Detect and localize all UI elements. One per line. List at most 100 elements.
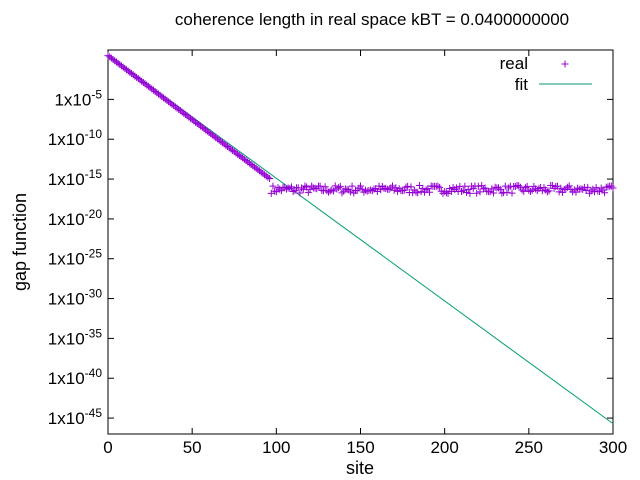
y-tick-label: 1x10-20 <box>48 207 103 229</box>
real-point <box>503 188 511 196</box>
x-tick-label: 150 <box>346 438 374 457</box>
real-point <box>269 182 277 190</box>
real-point <box>542 186 550 194</box>
real-point <box>609 184 617 192</box>
x-axis-label: site <box>346 458 374 478</box>
real-point <box>412 188 420 196</box>
real-point <box>496 185 504 193</box>
real-point <box>426 188 434 196</box>
real-point <box>316 182 324 190</box>
real-point <box>511 183 519 191</box>
real-point <box>476 188 484 196</box>
real-point <box>604 183 612 191</box>
real-point <box>264 173 272 181</box>
real-point <box>287 183 295 191</box>
real-point <box>407 183 415 191</box>
real-point <box>298 184 306 192</box>
real-point <box>328 186 336 194</box>
real-point <box>548 181 556 189</box>
real-point <box>607 182 615 190</box>
real-point <box>442 189 450 197</box>
real-point <box>527 188 535 196</box>
y-tick-label: 1x10-40 <box>48 366 103 388</box>
real-point <box>286 184 294 192</box>
real-point <box>520 187 528 195</box>
x-tick-label: 100 <box>262 438 290 457</box>
real-point <box>346 188 354 196</box>
y-tick-label: 1x10-30 <box>48 287 103 309</box>
x-tick-label: 0 <box>103 438 112 457</box>
real-point <box>523 182 531 190</box>
real-point <box>481 184 489 192</box>
real-point <box>463 188 471 196</box>
real-point <box>415 181 423 189</box>
real-point <box>452 184 460 192</box>
real-point <box>434 182 442 190</box>
real-point <box>373 188 381 196</box>
x-axis: 0 50 100 150 200 250 300 <box>103 50 627 457</box>
real-point <box>559 188 566 196</box>
x-tick-label: 50 <box>183 438 202 457</box>
x-tick-label: 200 <box>430 438 458 457</box>
real-point <box>557 184 565 192</box>
real-point <box>414 189 422 197</box>
y-axis-label: gap function <box>10 193 30 291</box>
real-point <box>444 189 452 197</box>
real-point <box>400 186 408 194</box>
real-point <box>446 184 454 192</box>
real-point <box>282 185 290 193</box>
real-point <box>378 183 386 191</box>
real-point <box>565 182 573 190</box>
real-series <box>104 52 617 197</box>
real-point <box>473 189 481 197</box>
real-point <box>545 187 553 195</box>
y-tick-label: 1x10-5 <box>54 87 102 109</box>
real-point <box>538 187 546 195</box>
real-point <box>345 186 353 194</box>
y-tick-label: 1x10-10 <box>48 127 103 149</box>
real-point <box>377 186 385 194</box>
real-point <box>495 184 503 192</box>
real-point <box>562 185 570 193</box>
real-point <box>367 186 375 194</box>
y-tick-label: 1x10-25 <box>48 247 103 269</box>
real-point <box>348 182 356 190</box>
real-point <box>277 187 285 195</box>
y-tick-label: 1x10-35 <box>48 326 103 348</box>
real-point <box>336 182 344 190</box>
legend-label-real: real <box>500 54 528 73</box>
y-tick-label: 1x10-15 <box>48 167 103 189</box>
real-point <box>436 183 444 191</box>
real-point <box>276 185 284 193</box>
real-point <box>281 183 289 191</box>
real-point <box>392 184 400 192</box>
x-tick-label: 250 <box>515 438 543 457</box>
real-point <box>464 186 472 194</box>
real-point <box>417 188 425 196</box>
real-point <box>515 182 523 190</box>
real-point <box>335 184 343 192</box>
real-point <box>458 188 465 196</box>
real-point <box>304 188 312 196</box>
real-point <box>498 189 506 197</box>
real-point <box>601 189 609 197</box>
real-point <box>474 182 482 190</box>
legend-label-fit: fit <box>515 75 529 94</box>
real-point <box>543 188 551 196</box>
real-point <box>574 184 582 192</box>
real-point <box>357 182 364 190</box>
y-axis: 1x10-5 1x10-10 1x10-15 1x10-20 1x10-25 1x10-3… <box>48 87 613 428</box>
real-point <box>296 189 304 197</box>
plot-frame <box>107 49 614 435</box>
real-point <box>505 184 513 192</box>
real-point <box>301 182 309 190</box>
real-point <box>306 185 314 193</box>
legend-marker-real <box>561 60 569 68</box>
real-point <box>461 182 469 190</box>
real-point <box>592 184 600 192</box>
real-point <box>266 175 274 183</box>
real-point <box>321 183 329 191</box>
real-point <box>584 183 592 191</box>
real-point <box>555 188 563 196</box>
